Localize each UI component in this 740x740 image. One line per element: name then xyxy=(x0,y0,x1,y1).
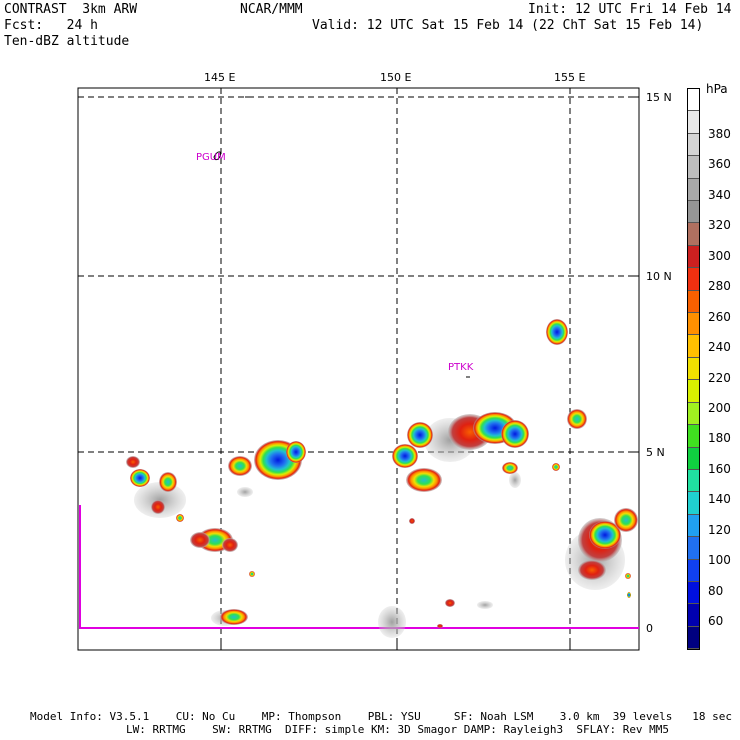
colorbar-swatch xyxy=(688,290,699,314)
domain-boundary xyxy=(79,505,639,629)
lat-label-15: 15 N xyxy=(646,91,672,104)
valid-time: Valid: 12 UTC Sat 15 Feb 14 (22 ChT Sat … xyxy=(312,18,704,33)
colorbar-label: 200 xyxy=(708,400,731,415)
colorbar-swatch xyxy=(688,447,699,470)
forecast-hour: Fcst: 24 h xyxy=(4,18,98,33)
colorbar-label: 340 xyxy=(708,187,731,202)
colorbar-label: 180 xyxy=(708,431,731,446)
lon-label-155: 155 E xyxy=(554,71,586,84)
station-ptkk: PTKK xyxy=(448,362,474,373)
footer-physics-info: LW: RRTMG SW: RRTMG DIFF: simple KM: 3D … xyxy=(126,723,670,736)
colorbar-swatch xyxy=(688,514,699,538)
colorbar-label: 300 xyxy=(708,248,731,263)
precip-cells xyxy=(126,319,638,638)
colorbar-label: 100 xyxy=(708,553,731,568)
colorbar-swatch xyxy=(688,178,699,202)
colorbar-label: 60 xyxy=(708,614,724,628)
colorbar-swatch xyxy=(688,133,699,157)
lat-label-5: 5 N xyxy=(646,446,665,459)
colorbar-swatch xyxy=(688,626,699,650)
colorbar-swatch xyxy=(688,469,699,493)
colorbar-swatch xyxy=(688,89,699,112)
islands xyxy=(213,96,470,378)
colorbar-label: 120 xyxy=(708,522,731,537)
colorbar-swatch xyxy=(688,156,699,179)
colorbar-swatch xyxy=(688,245,699,269)
colorbar-label: 80 xyxy=(708,583,724,598)
colorbar-swatch xyxy=(688,268,699,291)
colorbar-swatch xyxy=(688,559,699,582)
colorbar-swatch xyxy=(688,335,699,358)
colorbar-swatch xyxy=(688,380,699,403)
colorbar-swatch xyxy=(688,425,699,448)
colorbar-label: 240 xyxy=(708,340,731,355)
init-time: Init: 12 UTC Fri 14 Feb 14 xyxy=(528,2,732,17)
colorbar-swatch xyxy=(688,223,699,246)
lat-label-0: 0 xyxy=(646,622,653,635)
colorbar-swatch xyxy=(688,492,699,515)
colorbar-swatch xyxy=(688,604,699,627)
colorbar-swatch xyxy=(688,402,699,426)
colorbar-label: 280 xyxy=(708,279,731,294)
colorbar xyxy=(687,88,700,650)
station-pgum: PGUM xyxy=(196,152,226,163)
colorbar-swatch xyxy=(688,357,699,381)
colorbar-label: 140 xyxy=(708,492,731,507)
colorbar-swatch xyxy=(688,313,699,336)
colorbar-label: 160 xyxy=(708,461,731,476)
footer-model-info: Model Info: V3.5.1 CU: No Cu MP: Thompso… xyxy=(30,710,732,723)
organization: NCAR/MMM xyxy=(240,2,303,17)
colorbar-label: 380 xyxy=(708,127,731,141)
field-name: Ten-dBZ altitude xyxy=(4,34,130,49)
colorbar-label: 220 xyxy=(708,370,731,385)
colorbar-label: 360 xyxy=(708,157,731,172)
lon-label-150: 150 E xyxy=(380,71,412,84)
colorbar-label: 320 xyxy=(708,218,731,233)
gridlines xyxy=(78,88,639,650)
guam-island xyxy=(213,151,222,161)
colorbar-swatch xyxy=(688,537,699,560)
colorbar-swatch xyxy=(688,581,699,605)
colorbar-unit: hPa xyxy=(706,82,728,96)
colorbar-swatch xyxy=(688,201,699,224)
colorbar-swatch xyxy=(688,111,699,134)
colorbar-label: 260 xyxy=(708,309,731,324)
model-title: CONTRAST 3km ARW xyxy=(4,2,138,17)
map-frame xyxy=(77,87,640,651)
lon-label-145: 145 E xyxy=(204,71,236,84)
lat-label-10: 10 N xyxy=(646,270,672,283)
